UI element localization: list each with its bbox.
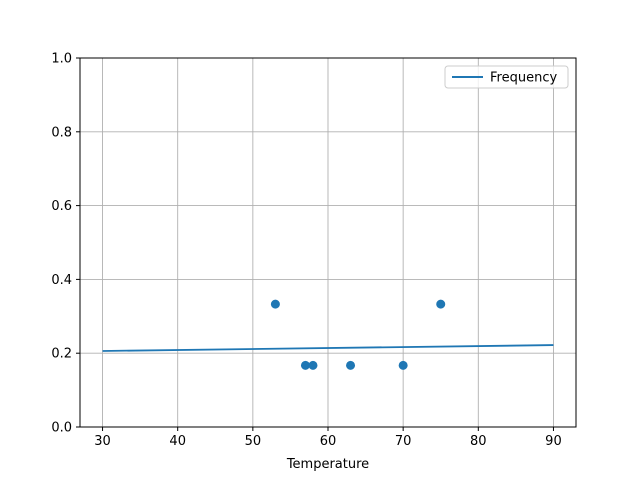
legend: Frequency	[444, 65, 569, 89]
scatter-point	[436, 299, 446, 309]
scatter-point	[308, 360, 318, 370]
y-tick-label: 0.8	[51, 125, 72, 140]
tick-label-layer: 30 40 50 60 70 80 90 0.0 0.2 0.4 0.6 0.8 1.0	[51, 52, 561, 450]
x-tick-label: 30	[94, 434, 111, 449]
legend-box	[444, 65, 569, 89]
trend-line	[102, 344, 554, 352]
x-tick-label: 70	[395, 434, 412, 449]
tick-layer	[76, 57, 554, 431]
y-tick-label: 0.2	[51, 347, 72, 362]
grid-layer	[80, 57, 576, 428]
y-tick-label: 1.0	[51, 52, 72, 67]
x-tick-label: 50	[245, 434, 262, 449]
y-tick-label: 0.4	[51, 273, 72, 288]
scatter-point	[398, 360, 408, 370]
data-layer	[102, 299, 554, 370]
scatter-point	[270, 299, 280, 309]
scatter-point	[346, 360, 356, 370]
x-tick-label: 60	[320, 434, 337, 449]
scatter-point	[300, 360, 310, 370]
legend-label: Frequency	[490, 71, 557, 86]
y-tick-label: 0.0	[51, 421, 72, 436]
x-tick-label: 40	[169, 434, 186, 449]
x-tick-label: 90	[545, 434, 562, 449]
x-tick-label: 80	[470, 434, 487, 449]
x-axis-label: Temperature	[286, 457, 369, 472]
y-tick-label: 0.6	[51, 199, 72, 214]
